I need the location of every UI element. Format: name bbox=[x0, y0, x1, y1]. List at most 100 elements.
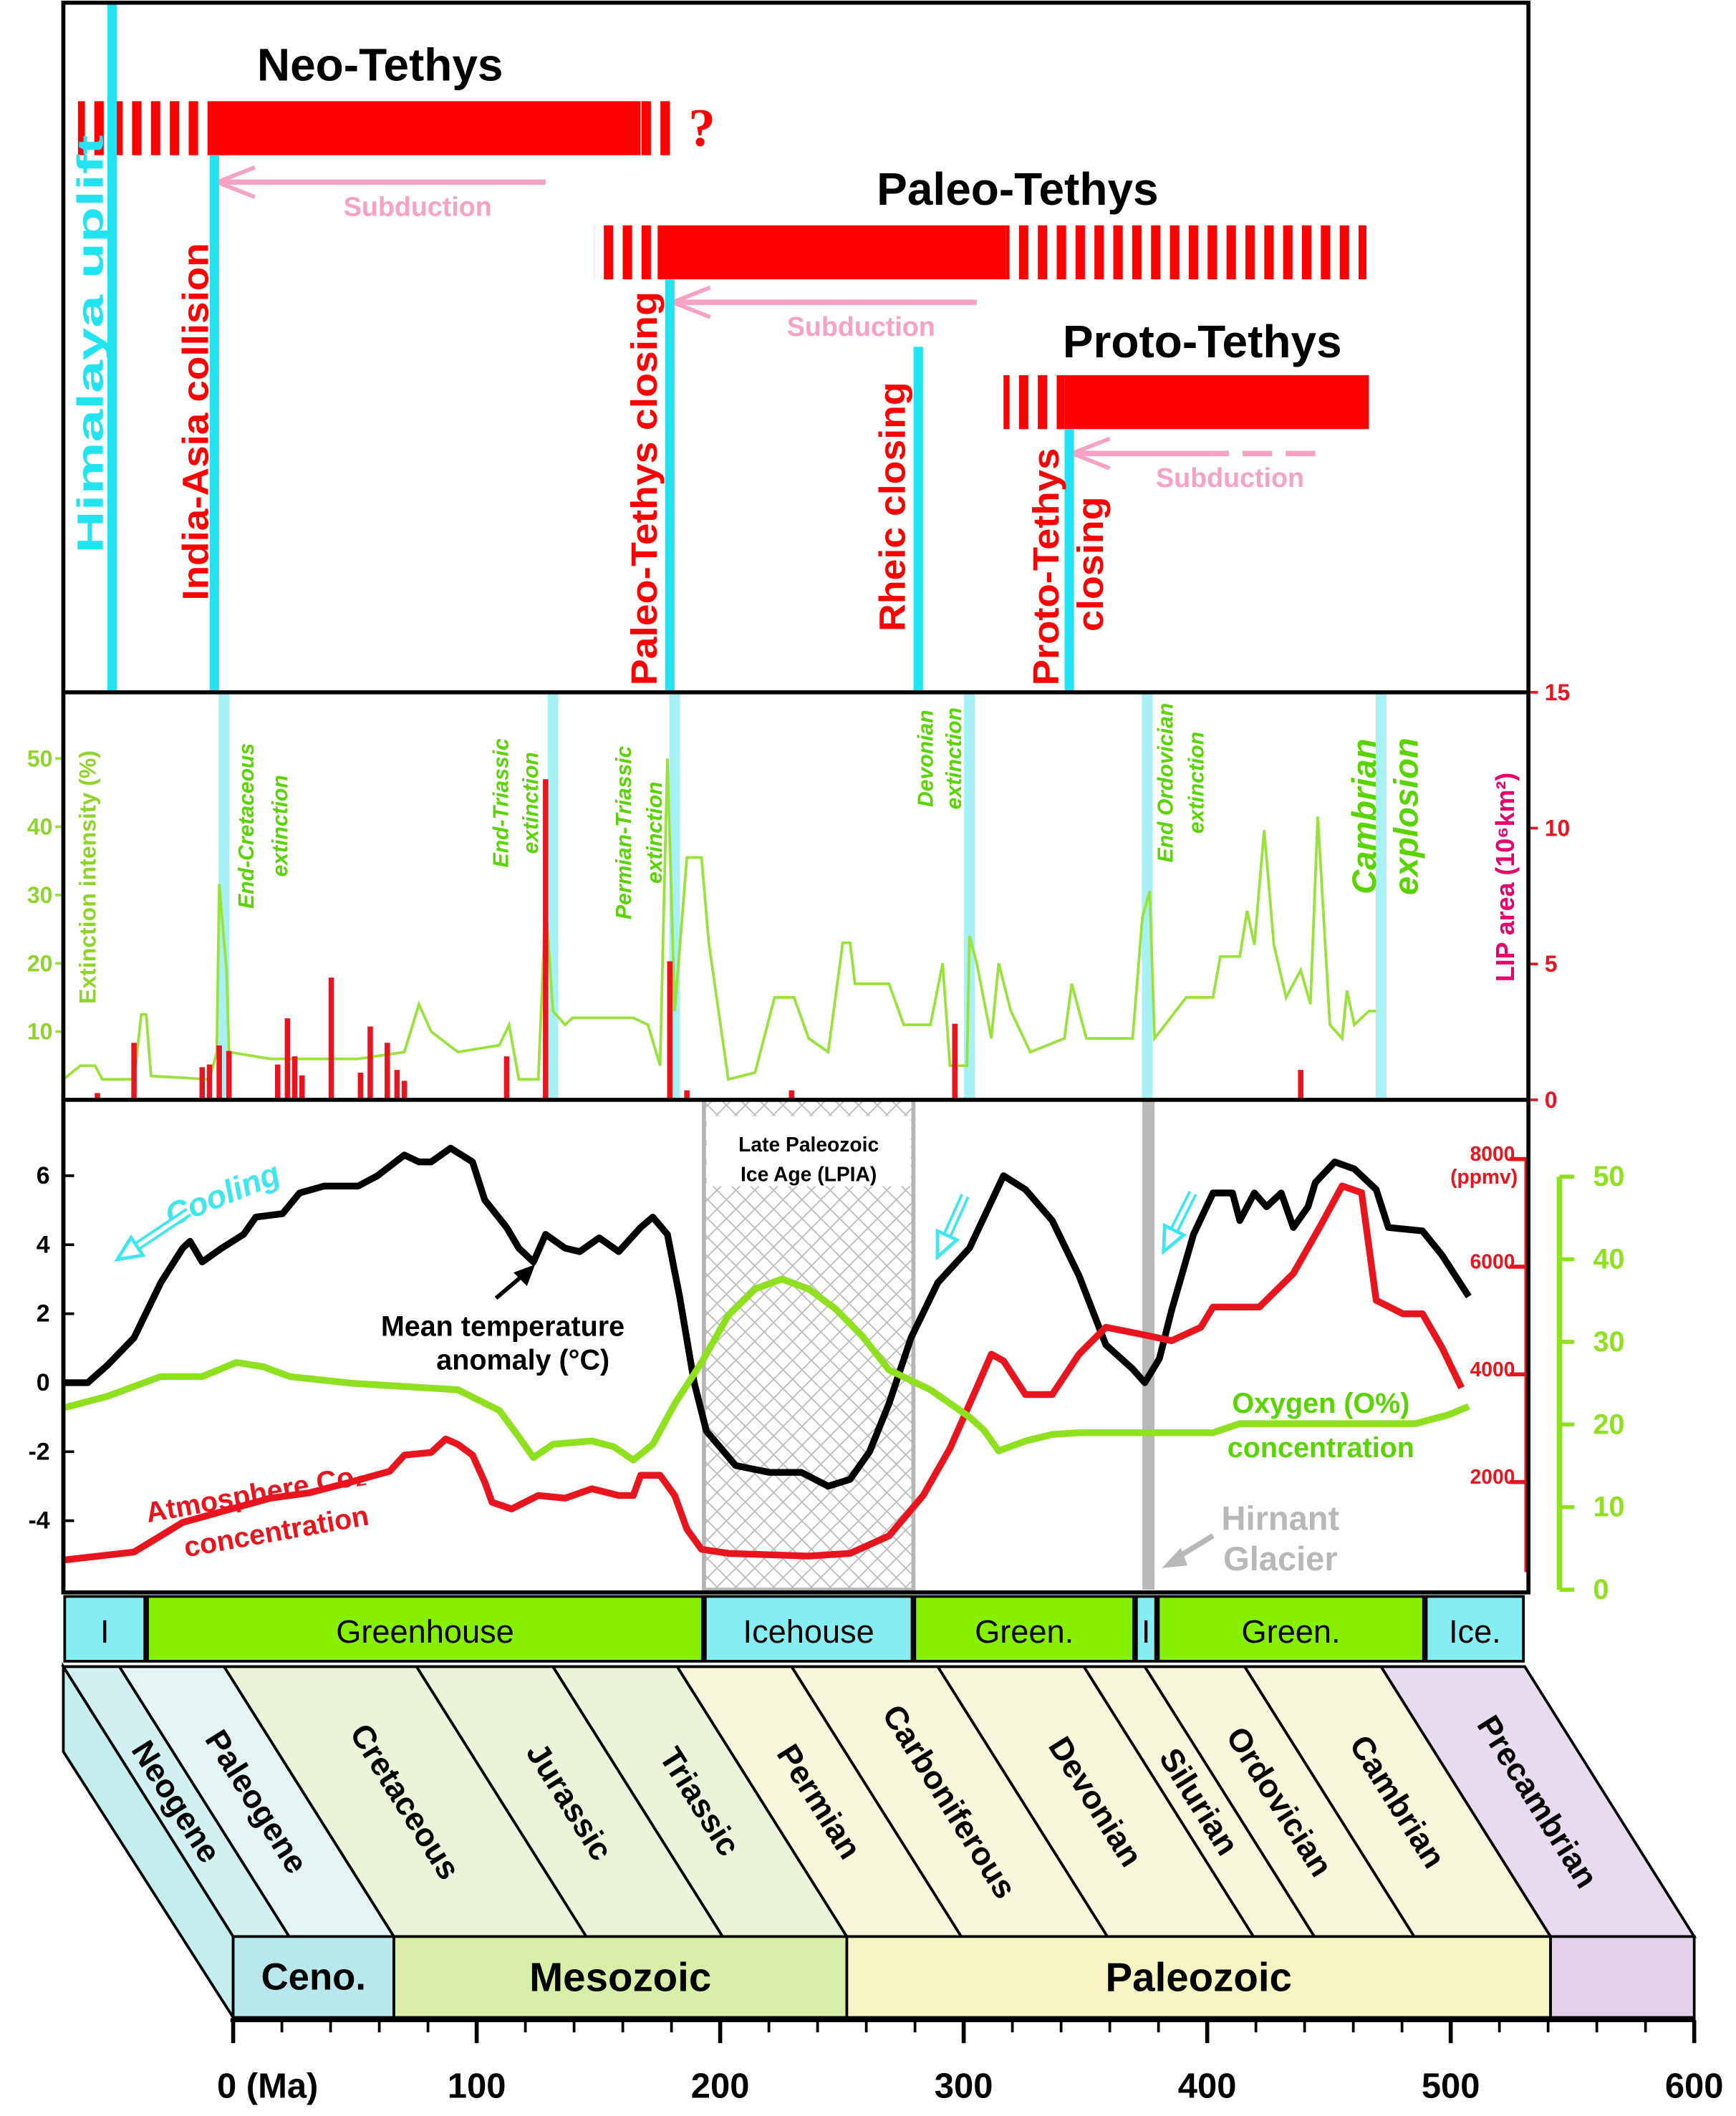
era-label: Mesozoic bbox=[529, 1954, 711, 1999]
lip-bar bbox=[543, 779, 549, 1100]
y-tick-label: 10 bbox=[27, 1019, 53, 1045]
x-tick-label: 500 bbox=[1422, 2067, 1480, 2106]
lip-bar bbox=[291, 1056, 298, 1100]
y2-tick-label: 0 bbox=[1545, 1087, 1558, 1113]
event-label: Himalaya uplift bbox=[70, 135, 111, 553]
lip-bar bbox=[226, 1050, 232, 1100]
y-tick-label: 50 bbox=[27, 745, 53, 771]
y3-tick-label: 40 bbox=[1593, 1244, 1625, 1275]
extinction-label: extinction bbox=[1185, 732, 1209, 834]
y2-tick-label: 4000 bbox=[1470, 1358, 1515, 1381]
climate-state-label: I bbox=[100, 1613, 110, 1650]
arrow-head bbox=[1162, 1222, 1187, 1255]
climate-state-label: Icehouse bbox=[743, 1613, 874, 1650]
x-tick-label: 600 bbox=[1665, 2067, 1724, 2106]
climate-line bbox=[62, 1275, 1470, 1464]
lip-bar bbox=[131, 1043, 137, 1100]
query-mark: ? bbox=[688, 99, 715, 158]
era bbox=[392, 1935, 849, 2019]
y2-tick-label: 5 bbox=[1545, 951, 1558, 977]
extinction-label: End-Cretaceous bbox=[235, 743, 259, 909]
y2-tick-label: 6000 bbox=[1470, 1250, 1515, 1272]
climate-state bbox=[1424, 1595, 1525, 1663]
era bbox=[845, 1935, 1552, 2019]
lip-bar bbox=[299, 1075, 305, 1100]
y-tick-label: 0 bbox=[37, 1369, 50, 1396]
y-tick-label: 4 bbox=[37, 1231, 50, 1258]
y3-tick-label: 30 bbox=[1593, 1326, 1625, 1358]
ocean-dashed bbox=[1003, 375, 1065, 430]
y-tick-label: 20 bbox=[27, 950, 53, 976]
lip-bar bbox=[328, 977, 334, 1100]
y-tick-label: -2 bbox=[29, 1438, 50, 1465]
hirnant-band bbox=[1142, 1099, 1155, 1590]
y-tick-label: 6 bbox=[37, 1162, 50, 1189]
climate-state bbox=[913, 1595, 1135, 1663]
y2-tick-label: 10 bbox=[1545, 815, 1571, 841]
lip-bar bbox=[367, 1026, 373, 1100]
y-tick-label: -4 bbox=[29, 1507, 50, 1535]
ocean-solid bbox=[209, 101, 641, 155]
extinction-label: End-Triassic bbox=[490, 738, 513, 868]
event-label: Paleo-Tethys closing bbox=[624, 291, 665, 685]
x-tick-label: 100 bbox=[448, 2067, 506, 2106]
climate-label: anomaly (°C) bbox=[436, 1345, 609, 1376]
extinction-label: extinction bbox=[269, 775, 292, 876]
era-label: Paleozoic bbox=[1106, 1954, 1292, 1999]
era bbox=[1549, 1935, 1696, 2019]
lip-bar bbox=[216, 1045, 222, 1100]
x-tick-label: 400 bbox=[1178, 2067, 1237, 2106]
extinction-label: extinction bbox=[942, 707, 966, 809]
subduction-label: Subduction bbox=[787, 311, 935, 342]
climate-line bbox=[62, 1182, 1465, 1564]
era bbox=[231, 1935, 395, 2019]
y3-tick-label: 20 bbox=[1593, 1409, 1625, 1440]
climate-label: Mean temperature bbox=[381, 1311, 625, 1343]
extinction-label: Permian-Triassic bbox=[612, 745, 636, 919]
ocean-dashed bbox=[1006, 225, 1367, 280]
subduction-label: Subduction bbox=[344, 191, 492, 221]
y2-tick-label: 2000 bbox=[1470, 1465, 1515, 1488]
climate-state bbox=[1134, 1595, 1157, 1663]
band-label: Glacier bbox=[1223, 1540, 1338, 1578]
x-tick-label: 200 bbox=[691, 2067, 750, 2106]
lip-bar bbox=[206, 1064, 213, 1100]
climate-state bbox=[1157, 1595, 1425, 1663]
lpia-label-bg bbox=[706, 1116, 911, 1187]
extinction-label: End Ordovician bbox=[1154, 703, 1177, 863]
extinction-label: Cambrian bbox=[1345, 739, 1383, 894]
y2-tick-label: 15 bbox=[1545, 680, 1571, 705]
lip-bar bbox=[199, 1067, 206, 1100]
climate-state-label: I bbox=[1142, 1613, 1151, 1650]
band-label: Late Paleozoic bbox=[738, 1133, 879, 1156]
extinction-label: extinction bbox=[519, 752, 543, 854]
lip-bar bbox=[274, 1064, 281, 1100]
ocean-solid bbox=[657, 225, 1006, 280]
climate-state bbox=[63, 1595, 147, 1663]
event-label: India-Asia collision bbox=[175, 243, 216, 600]
lip-bar bbox=[952, 1023, 958, 1100]
y3-tick-label: 0 bbox=[1593, 1574, 1609, 1605]
climate-label: concentration bbox=[1228, 1432, 1414, 1464]
climate-label: Oxygen (O%) bbox=[1232, 1388, 1409, 1419]
lip-bar bbox=[394, 1070, 400, 1100]
lip-bar bbox=[357, 1072, 364, 1100]
y3-tick-label: 50 bbox=[1593, 1161, 1625, 1192]
frame bbox=[61, 0, 1530, 1595]
arrow-head bbox=[935, 1228, 960, 1261]
event-label: Proto-Tethys bbox=[1026, 448, 1066, 686]
band-label: Hirnant bbox=[1222, 1499, 1340, 1537]
lip-bar bbox=[95, 1093, 100, 1100]
climate-state bbox=[703, 1595, 914, 1663]
ocean-name: Proto-Tethys bbox=[1063, 316, 1342, 367]
event-label: closing bbox=[1070, 497, 1111, 632]
ocean-solid bbox=[1064, 375, 1369, 430]
y-tick-label: 2 bbox=[37, 1300, 50, 1328]
y-tick-label: 40 bbox=[27, 814, 53, 840]
climate-state-label: Green. bbox=[975, 1613, 1074, 1650]
lip-bar bbox=[401, 1081, 408, 1100]
extinction-label: Devonian bbox=[914, 710, 937, 807]
lip-bar bbox=[684, 1090, 690, 1100]
y-tick-label: 30 bbox=[27, 882, 53, 908]
x-tick-label: 300 bbox=[935, 2067, 993, 2106]
